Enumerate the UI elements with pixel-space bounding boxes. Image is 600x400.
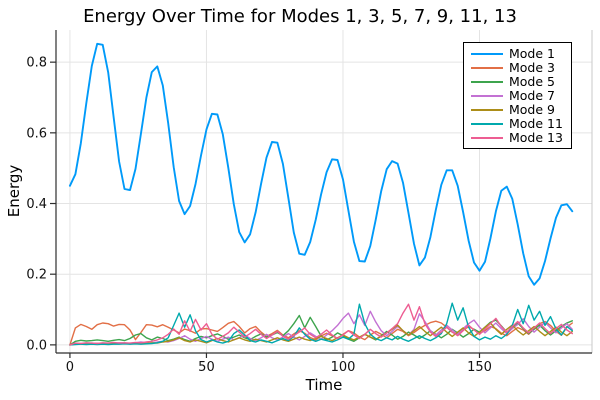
legend-label: Mode 1 <box>509 46 555 61</box>
series-line-mode-1 <box>68 42 574 286</box>
x-tick-label: 100 <box>331 360 356 375</box>
legend-item-mode-11: Mode 11 <box>471 117 563 130</box>
y-tick-label: 0.8 <box>26 56 47 71</box>
legend-line-swatch <box>471 52 503 55</box>
y-tick-label: 0.6 <box>26 126 47 141</box>
legend-line-swatch <box>471 122 503 125</box>
legend-label: Mode 5 <box>509 74 555 89</box>
y-axis-label: Energy <box>5 164 23 218</box>
y-tick-label: 0.2 <box>26 268 47 283</box>
legend-item-mode-13: Mode 13 <box>471 131 563 144</box>
x-axis-label: Time <box>305 376 343 394</box>
legend-line-swatch <box>471 108 503 111</box>
legend-label: Mode 11 <box>509 116 563 131</box>
series-line-mode-13 <box>69 303 573 346</box>
legend-line-swatch <box>471 94 503 97</box>
legend-line-swatch <box>471 136 503 139</box>
chart-title: Energy Over Time for Modes 1, 3, 5, 7, 9… <box>83 6 517 27</box>
x-tick-label: 0 <box>66 360 74 375</box>
legend-item-mode-3: Mode 3 <box>471 61 563 74</box>
legend-label: Mode 13 <box>509 130 563 145</box>
legend: Mode 1 Mode 3 Mode 5 Mode 7 Mode 9 Mode 11 Mod… <box>463 42 572 149</box>
legend-item-mode-1: Mode 1 <box>471 47 563 60</box>
x-tick-label: 150 <box>467 360 492 375</box>
x-tick-label: 50 <box>198 360 215 375</box>
series-line-mode-11 <box>69 302 573 346</box>
legend-line-swatch <box>471 80 503 83</box>
legend-line-swatch <box>471 66 503 69</box>
legend-label: Mode 3 <box>509 60 555 75</box>
y-tick-label: 0.0 <box>26 338 47 353</box>
legend-item-mode-5: Mode 5 <box>471 75 563 88</box>
y-tick-label: 0.4 <box>26 197 47 212</box>
legend-label: Mode 9 <box>509 102 555 117</box>
legend-item-mode-9: Mode 9 <box>471 103 563 116</box>
legend-item-mode-7: Mode 7 <box>471 89 563 102</box>
legend-label: Mode 7 <box>509 88 555 103</box>
